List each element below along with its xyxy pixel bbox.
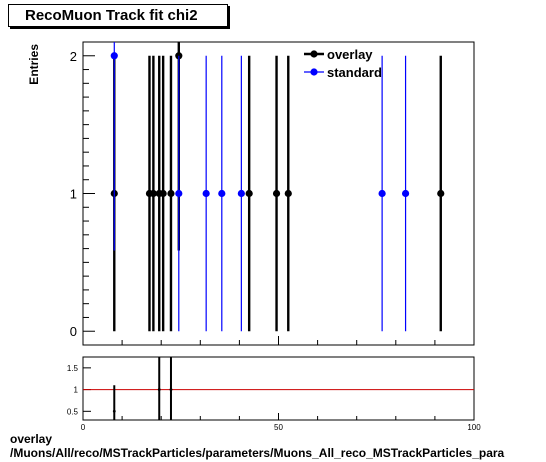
legend: overlay standard [304,47,382,80]
legend-overlay-marker [310,50,318,58]
overlay-point [437,189,445,198]
standard-point [237,189,245,198]
overlay-point [149,189,157,198]
main-plot: 0 1 2 Entries overlay standard [27,41,475,346]
overlay-point [272,189,281,198]
y-tick-label: 0 [70,324,77,339]
ratio-plot: 0.5 1 1.5 0 50 100 [67,356,481,432]
legend-standard-marker [310,68,318,76]
ratio-x-tick-label: 100 [467,423,481,432]
legend-standard-label: standard [327,65,382,80]
ratio-y-tick-label: 1.5 [67,364,79,373]
ratio-point [157,388,161,391]
footer-line-1: overlay [10,432,53,446]
ratio-y-tick-label: 0.5 [67,407,79,416]
y-axis-label: Entries [27,44,41,85]
overlay-point [159,189,167,198]
ratio-point [112,409,116,413]
footer-line-2: /Muons/All/reco/MSTrackParticles/paramet… [10,446,505,460]
y-tick-label: 1 [70,187,77,202]
legend-overlay-label: overlay [327,47,373,62]
overlay-point [167,189,175,198]
ratio-point [169,388,173,391]
overlay-point [284,189,292,198]
standard-point [378,189,386,198]
y-tick-label: 2 [70,49,77,64]
standard-point [218,189,226,198]
ratio-y-tick-label: 1 [74,386,79,395]
ratio-x-tick-label: 0 [81,423,86,432]
chart-title: RecoMuon Track fit chi2 [8,4,228,27]
standard-point [202,189,210,198]
overlay-point [245,189,253,198]
ratio-plot-frame [82,356,475,421]
standard-point [175,189,183,198]
standard-point [110,52,118,60]
standard-point [401,189,410,198]
ratio-x-tick-label: 50 [274,423,283,432]
